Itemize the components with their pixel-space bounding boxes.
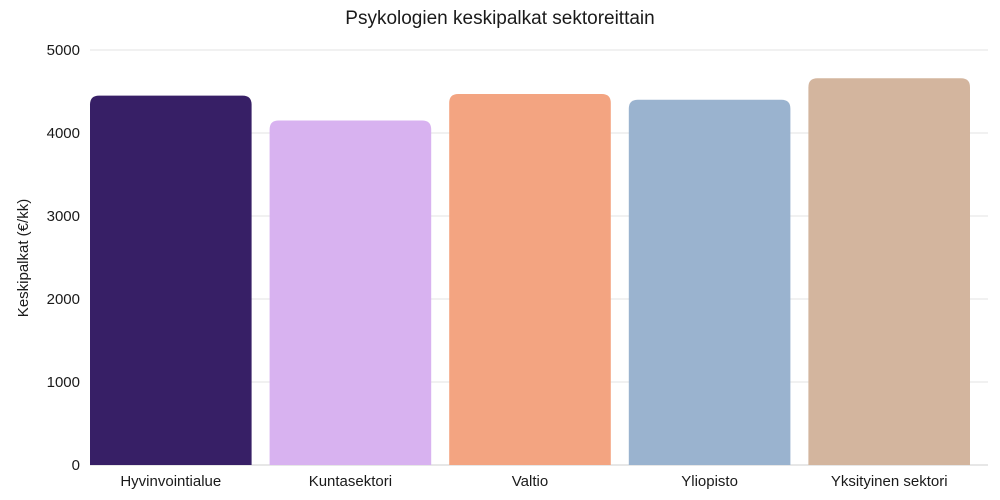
y-tick-label: 3000 <box>47 208 80 225</box>
bar-yliopisto <box>628 99 791 466</box>
bar-yksityinen-sektori <box>808 78 970 465</box>
y-tick-label: 0 <box>72 457 80 474</box>
y-axis-label: Keskipalkat (€/kk) <box>15 199 32 317</box>
bar-valtio <box>449 93 611 466</box>
bars <box>90 78 970 466</box>
y-tick-label: 2000 <box>47 291 80 308</box>
x-tick-label: Valtio <box>512 473 548 490</box>
x-tick-labels: Hyvinvointialue Kuntasektori Valtio Yliopis… <box>120 473 947 490</box>
bar-kuntasektori <box>269 120 432 466</box>
x-tick-label: Hyvinvointialue <box>120 473 221 490</box>
y-tick-label: 4000 <box>47 125 80 142</box>
chart-title: Psykologien keskipalkat sektoreittain <box>345 8 654 29</box>
x-tick-label: Yliopisto <box>681 473 738 490</box>
bar-hyvinvointialue <box>90 95 252 466</box>
y-tick-label: 5000 <box>47 42 80 59</box>
x-tick-label: Yksityinen sektori <box>831 473 948 490</box>
y-tick-label: 1000 <box>47 374 80 391</box>
x-tick-label: Kuntasektori <box>309 473 392 490</box>
y-tick-labels: 0 1000 2000 3000 4000 5000 <box>47 42 80 474</box>
